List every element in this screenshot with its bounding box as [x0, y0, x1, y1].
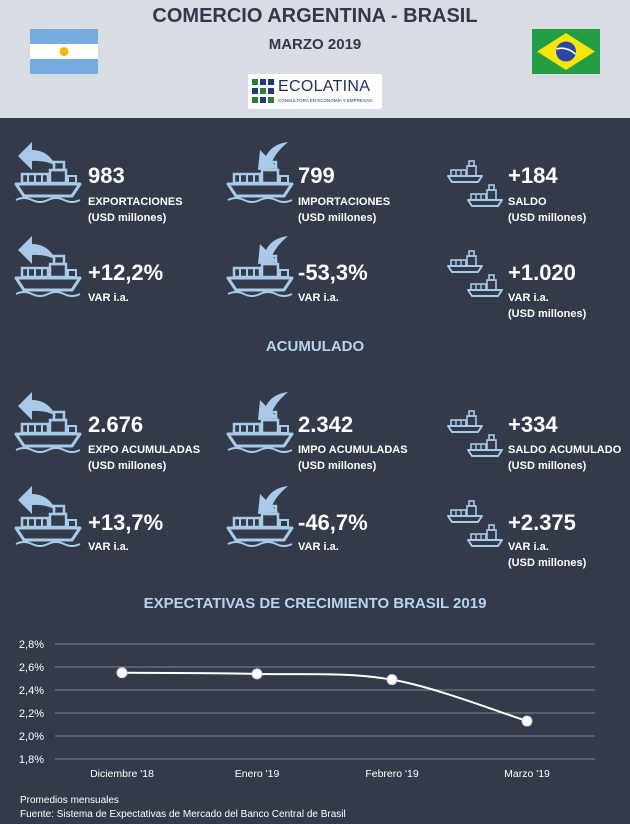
- ship-import-arrow-icon: [226, 142, 294, 204]
- acc-balance-var-label: VAR i.a.: [508, 541, 549, 553]
- argentina-flag: [30, 29, 98, 74]
- balance-var-unit: (USD millones): [508, 308, 587, 320]
- logo-grid-icon: [252, 79, 274, 103]
- balance-unit: (USD millones): [508, 212, 587, 224]
- acc-balance-label: SALDO ACUMULADO: [508, 444, 622, 456]
- footer-note: Promedios mensuales: [20, 795, 119, 806]
- exports-var-label: VAR i.a.: [88, 292, 129, 304]
- y-tick-label: 2,4%: [19, 685, 44, 697]
- y-tick-label: 2,2%: [19, 708, 44, 720]
- logo-tagline: CONSULTORA EN ECONOMÍA Y EMPRESAS: [278, 98, 372, 103]
- exports-label: EXPORTACIONES: [88, 196, 183, 208]
- acc-imports-value: 2.342: [298, 412, 354, 437]
- two-ships-icon: [447, 250, 503, 297]
- ship-export-arrow-icon: [14, 486, 82, 548]
- acc-balance-unit: (USD millones): [508, 460, 587, 472]
- footer-source: Fuente: Sistema de Expectativas de Merca…: [20, 809, 346, 820]
- ship-export-arrow-icon: [14, 236, 82, 298]
- logo-name: ECOLATINA: [278, 78, 371, 95]
- balance-label: SALDO: [508, 196, 547, 208]
- y-tick-label: 2,0%: [19, 731, 44, 743]
- exports-var-value: +12,2%: [88, 260, 164, 285]
- acc-balance-var-value: +2.375: [508, 510, 576, 535]
- growth-expectations-chart: 1,8% 2,0% 2,2% 2,4% 2,6% 2,8% Diciembre '18 Ene…: [19, 639, 595, 780]
- data-point: [251, 668, 263, 680]
- exports-unit: (USD millones): [88, 212, 167, 224]
- balance-value: +184: [508, 163, 558, 188]
- data-point: [521, 715, 533, 727]
- imports-label: IMPORTACIONES: [298, 196, 391, 208]
- acc-imports-var-value: -46,7%: [298, 510, 368, 535]
- imports-var-value: -53,3%: [298, 260, 368, 285]
- two-ships-icon: [447, 500, 503, 547]
- acc-exports-unit: (USD millones): [88, 460, 167, 472]
- y-tick-label: 2,8%: [19, 639, 44, 651]
- imports-unit: (USD millones): [298, 212, 377, 224]
- imports-value: 799: [298, 163, 335, 188]
- x-tick-label: Marzo '19: [504, 768, 550, 780]
- accumulated-section-title: ACUMULADO: [265, 338, 365, 355]
- ship-export-arrow-icon: [14, 392, 82, 454]
- two-ships-icon: [447, 410, 503, 457]
- ship-import-arrow-icon: [226, 392, 294, 454]
- acc-balance-value: +334: [508, 412, 558, 437]
- balance-var-value: +1.020: [508, 260, 576, 285]
- x-tick-label: Diciembre '18: [90, 768, 154, 780]
- series-line: [121, 671, 528, 723]
- acc-exports-var-value: +13,7%: [88, 510, 164, 535]
- acc-imports-var-label: VAR i.a.: [298, 541, 339, 553]
- acc-exports-value: 2.676: [88, 412, 144, 437]
- exports-value: 983: [88, 163, 125, 188]
- y-tick-label: 2,6%: [19, 662, 44, 674]
- acc-exports-var-label: VAR i.a.: [88, 541, 129, 553]
- two-ships-icon: [447, 160, 503, 207]
- y-tick-label: 1,8%: [19, 754, 44, 766]
- ecolatina-logo: ECOLATINA CONSULTORA EN ECONOMÍA Y EMPRE…: [248, 74, 382, 109]
- acc-balance-var-unit: (USD millones): [508, 557, 587, 569]
- chart-title: EXPECTATIVAS DE CRECIMIENTO BRASIL 2019: [143, 595, 487, 612]
- acc-exports-label: EXPO ACUMULADAS: [88, 444, 201, 456]
- imports-var-label: VAR i.a.: [298, 292, 339, 304]
- acc-imports-unit: (USD millones): [298, 460, 377, 472]
- page-subtitle: MARZO 2019: [268, 36, 362, 53]
- data-point: [116, 667, 128, 679]
- data-point: [386, 674, 398, 686]
- page-title: COMERCIO ARGENTINA - BRASIL: [152, 5, 478, 27]
- x-tick-label: Febrero '19: [365, 768, 419, 780]
- header: COMERCIO ARGENTINA - BRASIL MARZO 2019 E…: [0, 0, 630, 118]
- ship-import-arrow-icon: [226, 236, 294, 298]
- ship-export-arrow-icon: [14, 142, 82, 204]
- ship-import-arrow-icon: [226, 486, 294, 548]
- balance-var-label: VAR i.a.: [508, 292, 549, 304]
- brazil-flag: [532, 29, 600, 74]
- x-tick-label: Enero '19: [235, 768, 280, 780]
- acc-imports-label: IMPO ACUMULADAS: [298, 444, 408, 456]
